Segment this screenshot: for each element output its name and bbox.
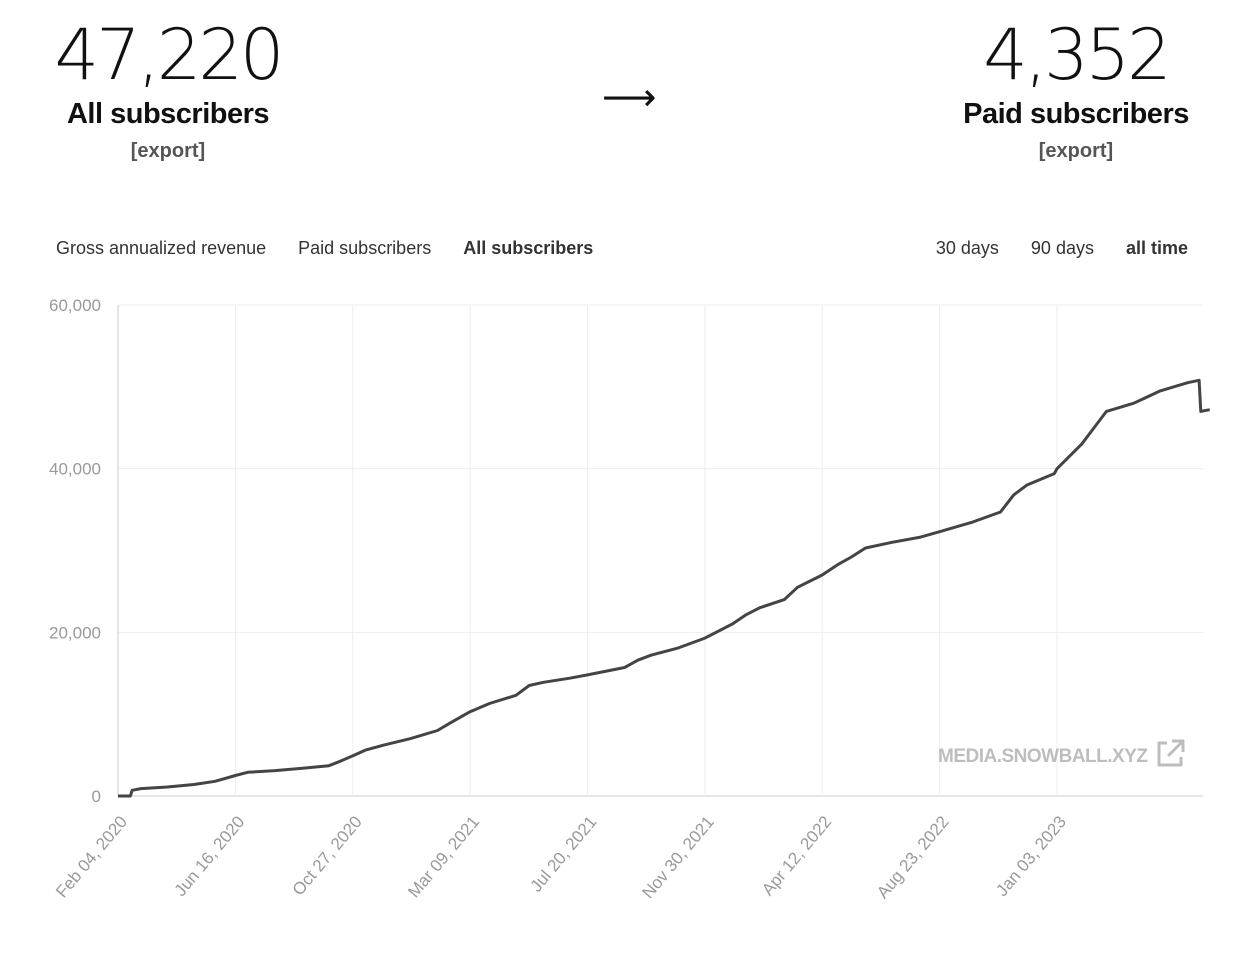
- y-tick-label: 20,000: [49, 623, 101, 642]
- paid-subscribers-summary: 4,352 Paid subscribers [export]: [936, 14, 1216, 163]
- watermark: MEDIA.SNOWBALL.XYZ: [938, 738, 1186, 776]
- arrow-icon: ⟶: [602, 77, 657, 119]
- x-tick-label: Nov 30, 2021: [638, 812, 718, 902]
- y-tick-label: 0: [92, 787, 101, 806]
- range-30-days[interactable]: 30 days: [935, 238, 999, 258]
- tab-all-subscribers[interactable]: All subscribers: [463, 238, 594, 258]
- x-tick-label: Jun 16, 2020: [171, 812, 249, 900]
- x-tick-label: Feb 04, 2020: [52, 812, 131, 901]
- x-tick-label: Aug 23, 2022: [873, 812, 953, 902]
- metric-tabs: Gross annualized revenue Paid subscriber…: [56, 238, 593, 259]
- paid-subscribers-count: 4,352: [983, 14, 1171, 96]
- watermark-text: MEDIA.SNOWBALL.XYZ: [938, 746, 1148, 767]
- y-tick-label: 40,000: [49, 460, 101, 479]
- x-tick-label: Jan 03, 2023: [992, 812, 1070, 900]
- paid-subscribers-export-link[interactable]: [export]: [1038, 140, 1114, 162]
- y-tick-label: 60,000: [49, 296, 101, 315]
- x-tick-label: Apr 12, 2022: [758, 812, 835, 899]
- all-subscribers-label: All subscribers: [66, 98, 270, 130]
- x-tick-label: Jul 20, 2021: [526, 812, 600, 895]
- range-90-days[interactable]: 90 days: [1030, 238, 1094, 258]
- series-line: [118, 378, 1210, 798]
- x-tick-label: Oct 27, 2020: [289, 812, 366, 899]
- paid-subscribers-label: Paid subscribers: [963, 98, 1189, 130]
- tab-paid-subscribers[interactable]: Paid subscribers: [298, 238, 432, 258]
- external-link-icon[interactable]: [1154, 738, 1186, 776]
- range-all-time[interactable]: all time: [1125, 238, 1188, 258]
- time-range-selector: 30 days 90 days all time: [936, 238, 1188, 259]
- all-subscribers-export-link[interactable]: [export]: [130, 140, 206, 162]
- tab-gross-annualized-revenue[interactable]: Gross annualized revenue: [56, 238, 267, 258]
- all-subscribers-summary: 47,220 All subscribers [export]: [28, 14, 308, 163]
- x-tick-label: Mar 09, 2021: [404, 812, 483, 901]
- all-subscribers-count: 47,220: [54, 14, 285, 96]
